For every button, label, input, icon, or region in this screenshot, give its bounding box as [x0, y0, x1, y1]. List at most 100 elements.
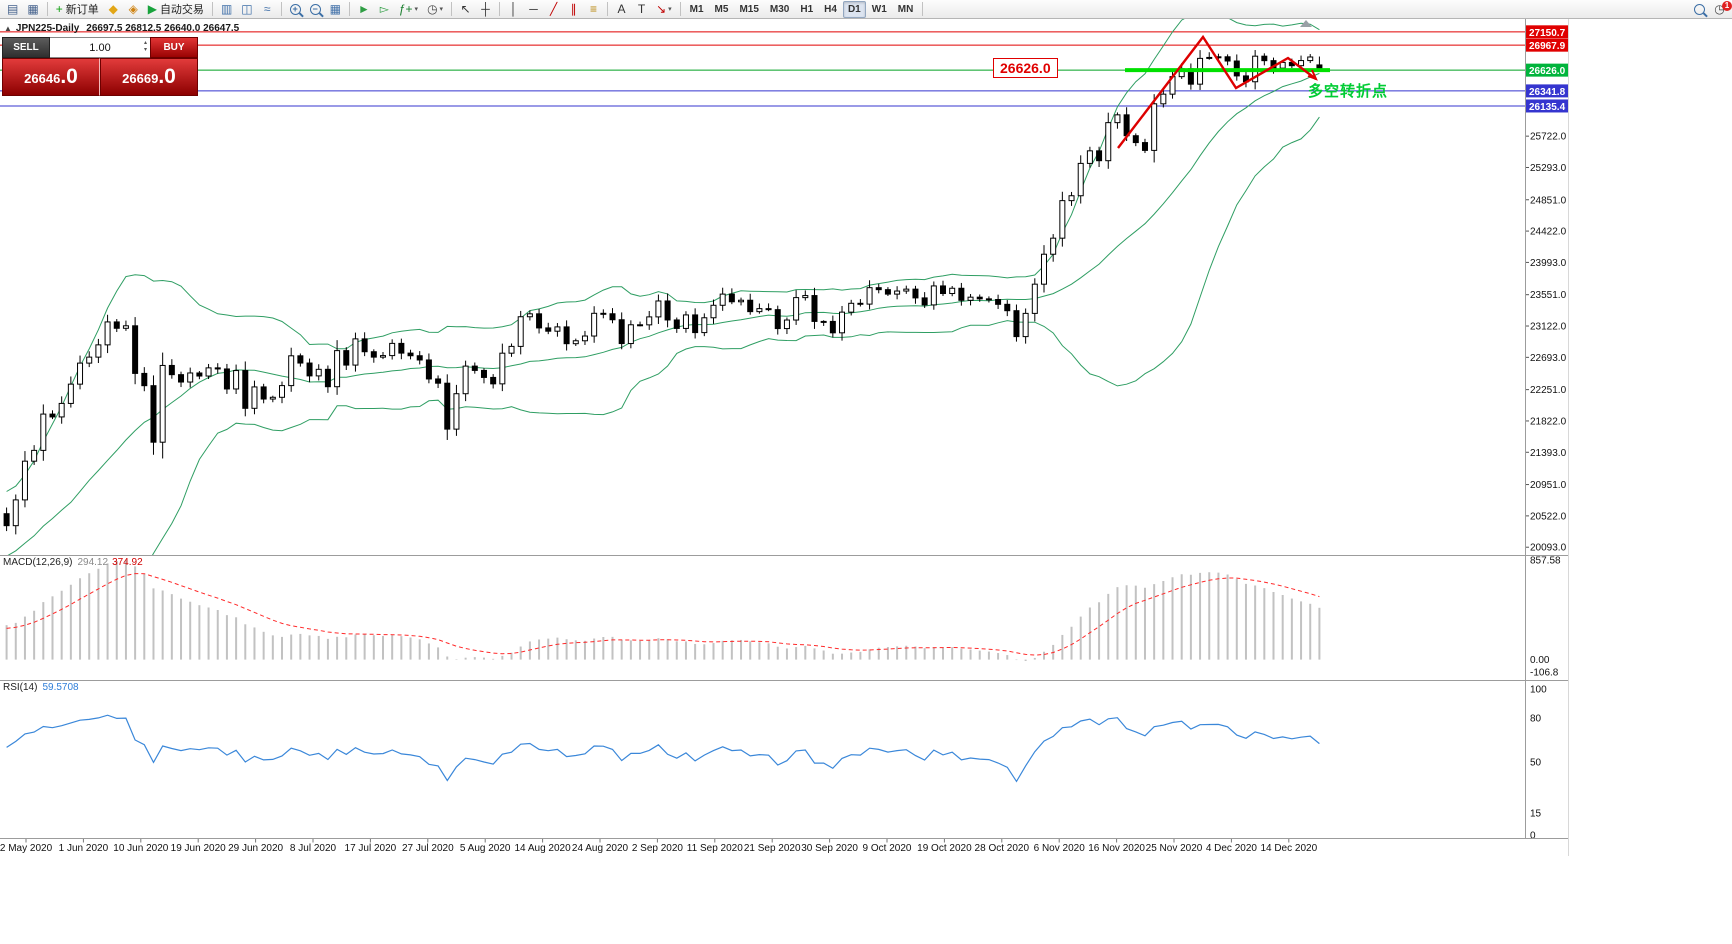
metaeditor-button[interactable]: ◆	[104, 1, 123, 18]
candlestick-chart-button[interactable]: ◫	[237, 1, 256, 18]
dropdown-caret-icon[interactable]: ▾	[668, 6, 672, 13]
turning-point-label[interactable]: 多空转折点	[1308, 83, 1389, 100]
rsi-line	[6, 714, 1320, 783]
trend-annotations[interactable]	[1117, 34, 1330, 149]
candle-body	[912, 288, 919, 299]
candle-body	[223, 368, 230, 390]
macd-tick-label: 857.58	[1530, 556, 1561, 567]
rsi-tick-label: 80	[1530, 714, 1542, 725]
dropdown-caret-icon[interactable]: ▾	[414, 6, 419, 13]
channel-button[interactable]: ∥	[564, 1, 583, 18]
timeframe-m5-button[interactable]: M5	[710, 1, 734, 18]
new-order-button[interactable]: + 新订单	[52, 1, 103, 18]
cursor-button[interactable]: ↖	[456, 1, 475, 18]
sell-price-button[interactable]: 26646.0	[2, 58, 100, 96]
vertical-line-button[interactable]: │	[504, 1, 523, 18]
timeframe-d1-button[interactable]: D1	[842, 0, 866, 18]
volume-spinner[interactable]: ▴ ▾	[144, 40, 147, 54]
candle-body	[701, 317, 708, 334]
fibonacci-button[interactable]: ≡	[584, 1, 603, 18]
macd-panel	[5, 560, 1321, 661]
candle-body	[783, 319, 790, 330]
horizontal-line-button[interactable]: ─	[524, 1, 543, 18]
candle-body	[949, 287, 956, 295]
search-button[interactable]	[1690, 1, 1709, 18]
crosshair-button[interactable]: ┼	[476, 1, 495, 18]
timeframe-m15-button[interactable]: M15	[734, 1, 763, 18]
timeframe-h1-button[interactable]: H1	[795, 1, 818, 18]
candle-body	[86, 356, 93, 364]
timeframe-h4-button[interactable]: H4	[819, 1, 842, 18]
date-label: 19 Jun 2020	[171, 843, 226, 854]
fibonacci-icon: ≡	[590, 2, 598, 16]
text-label-icon: T	[637, 2, 646, 16]
candle-body	[1096, 150, 1103, 162]
tile-windows-button[interactable]: ▦	[326, 1, 345, 18]
timeframe-w1-button[interactable]: W1	[867, 1, 892, 18]
timeframe-m1-button[interactable]: M1	[685, 1, 709, 18]
trendline-button[interactable]: ╱	[544, 1, 563, 18]
autotrading-button[interactable]: ▶ 自动交易	[144, 1, 208, 18]
chart-canvas[interactable]: 2 May 2020 1 Jun 2020 10 Jun 2020 19 Jun 20…	[0, 18, 1732, 856]
price-annotation-label[interactable]: 26626.0	[993, 58, 1058, 78]
zoom-out-button[interactable]: −	[306, 1, 325, 18]
bar-chart-button[interactable]: ▥	[217, 1, 236, 18]
candle-body	[416, 355, 423, 361]
line-chart-button[interactable]: ≈	[258, 1, 277, 18]
zoom-in-button[interactable]: +	[286, 1, 305, 18]
chart-profiles-button[interactable]: ▦	[23, 1, 42, 18]
auto-scroll-icon: ►	[357, 2, 370, 16]
spin-up-icon[interactable]: ▴	[143, 40, 147, 46]
timeframe-mn-button[interactable]: MN	[893, 1, 919, 18]
one-click-collapse-icon[interactable]: ▲	[4, 24, 12, 33]
new-chart-icon: ▤	[7, 2, 19, 16]
candle-body	[196, 372, 203, 377]
volume-input[interactable]: 1.00 ▴ ▾	[50, 37, 150, 58]
dropdown-caret-icon[interactable]: ▾	[439, 6, 444, 13]
price-scale[interactable]: 25722.0 25293.0 24851.0 24422.0 23993.0 23551…	[1525, 25, 1569, 842]
crosshair-icon: ┼	[481, 2, 490, 16]
macd-tick-label: -106.8	[1530, 668, 1559, 679]
chart-shift-button[interactable]: ▻	[375, 1, 394, 18]
candle-body	[673, 319, 680, 329]
candle-body	[343, 350, 350, 366]
candle-body	[444, 382, 451, 430]
toolbar-separator	[922, 2, 924, 16]
tile-windows-icon: ▦	[329, 2, 341, 16]
chart-shift-marker[interactable]	[1300, 20, 1312, 27]
timeframe-m30-button[interactable]: M30	[765, 1, 794, 18]
price-tick-label: 21393.0	[1530, 448, 1567, 459]
text-label-button[interactable]: T	[632, 1, 651, 18]
date-label: 5 Aug 2020	[460, 843, 511, 854]
candle-body	[242, 370, 249, 409]
candle-body	[692, 314, 699, 334]
macd-signal-line	[6, 573, 1320, 656]
date-axis[interactable]: 2 May 2020 1 Jun 2020 10 Jun 2020 19 Jun 20…	[0, 838, 1318, 855]
chart-title: ▲ JPN225-Daily 26697.5 26812.5 26640.0 266…	[4, 23, 239, 34]
price-flag	[1526, 38, 1568, 52]
bollinger-lower-line	[151, 116, 1320, 555]
candle-body	[233, 370, 240, 390]
candle-body	[132, 325, 139, 374]
bollinger-upper-line	[6, 18, 1320, 492]
candle-body	[820, 320, 827, 323]
chart-profiles-icon: ▦	[27, 2, 39, 16]
strategy-tester-button[interactable]: ◈	[124, 1, 143, 18]
zigzag-trendline[interactable]	[1117, 34, 1317, 149]
buy-button[interactable]: BUY	[150, 37, 198, 58]
new-chart-button[interactable]: ▤	[3, 1, 22, 18]
spin-down-icon[interactable]: ▾	[143, 47, 147, 53]
arrows-button[interactable]: ↘ ▾	[652, 1, 676, 18]
indicators-button[interactable]: ƒ+ ▾	[395, 1, 422, 18]
periods-button[interactable]: ◷ ▾	[423, 1, 447, 18]
text-button[interactable]: A	[612, 1, 631, 18]
date-label: 6 Nov 2020	[1034, 843, 1086, 854]
sell-button[interactable]: SELL	[2, 37, 50, 58]
notifications-button[interactable]: ◷ 1	[1710, 0, 1732, 18]
date-label: 19 Oct 2020	[917, 843, 972, 854]
auto-scroll-button[interactable]: ►	[354, 1, 374, 18]
candle-body	[1068, 195, 1075, 202]
buy-price-button[interactable]: 26669.0	[100, 58, 198, 96]
candle-body	[682, 314, 689, 329]
price-flag-label: 27150.7	[1529, 28, 1566, 39]
